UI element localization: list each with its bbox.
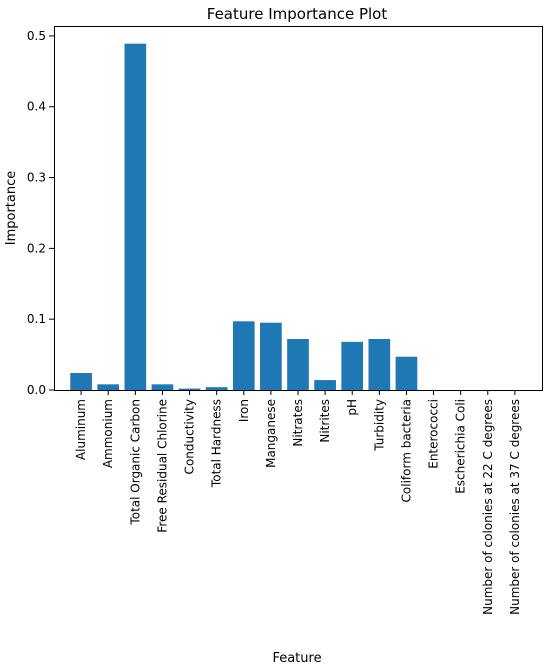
plot-area-frame (54, 26, 543, 391)
y-tick-label: 0.1 (27, 312, 46, 326)
bar (151, 384, 174, 390)
bar (178, 388, 201, 390)
bar (260, 322, 282, 390)
bar (205, 387, 228, 390)
y-tick-label: 0.3 (27, 171, 46, 185)
x-tick-label: Enterococci (427, 399, 441, 469)
x-tick-label: Conductivity (183, 399, 197, 474)
y-tick-label: 0.4 (27, 100, 46, 114)
x-tick-label: Nitrites (318, 399, 332, 443)
x-tick-label: Total Organic Carbon (128, 399, 142, 526)
x-tick-label: Iron (237, 399, 251, 422)
y-axis: 0.0 0.1 0.2 0.3 0.4 0.5 (27, 29, 54, 397)
x-tick-label: Free Residual Chlorine (155, 399, 169, 533)
y-tick-label: 0.5 (27, 29, 46, 43)
x-tick-label: Number of colonies at 37 C degrees (508, 399, 522, 615)
y-axis-label: Importance (4, 171, 19, 246)
x-tick-label: Coliform bacteria (399, 399, 413, 502)
x-tick-label: Total Hardness (210, 399, 224, 488)
bar (314, 380, 336, 390)
x-axis-label: Feature (272, 651, 321, 666)
bar (124, 43, 147, 390)
x-tick-label: Aluminum (74, 399, 88, 460)
x-axis: Aluminum Ammonium Total Organic Carbon Free… (74, 390, 522, 615)
x-tick-label: Turbidity (372, 399, 386, 452)
bar (368, 339, 391, 390)
bar (341, 341, 364, 390)
x-tick-label: Number of colonies at 22 C degrees (481, 399, 495, 615)
x-tick-label: pH (345, 399, 359, 416)
bar (97, 384, 120, 390)
y-tick-label: 0.0 (27, 383, 46, 397)
x-tick-label: Nitrates (291, 399, 305, 447)
bar (232, 321, 255, 390)
bar (395, 356, 418, 390)
x-tick-label: Ammonium (101, 399, 115, 468)
x-tick-label: Manganese (264, 399, 278, 468)
chart-title: Feature Importance Plot (207, 5, 388, 23)
bar (287, 339, 309, 390)
bars-group (70, 43, 418, 390)
x-tick-label: Escherichia Coli (454, 399, 468, 494)
bar (70, 373, 92, 390)
y-tick-label: 0.2 (27, 241, 46, 255)
